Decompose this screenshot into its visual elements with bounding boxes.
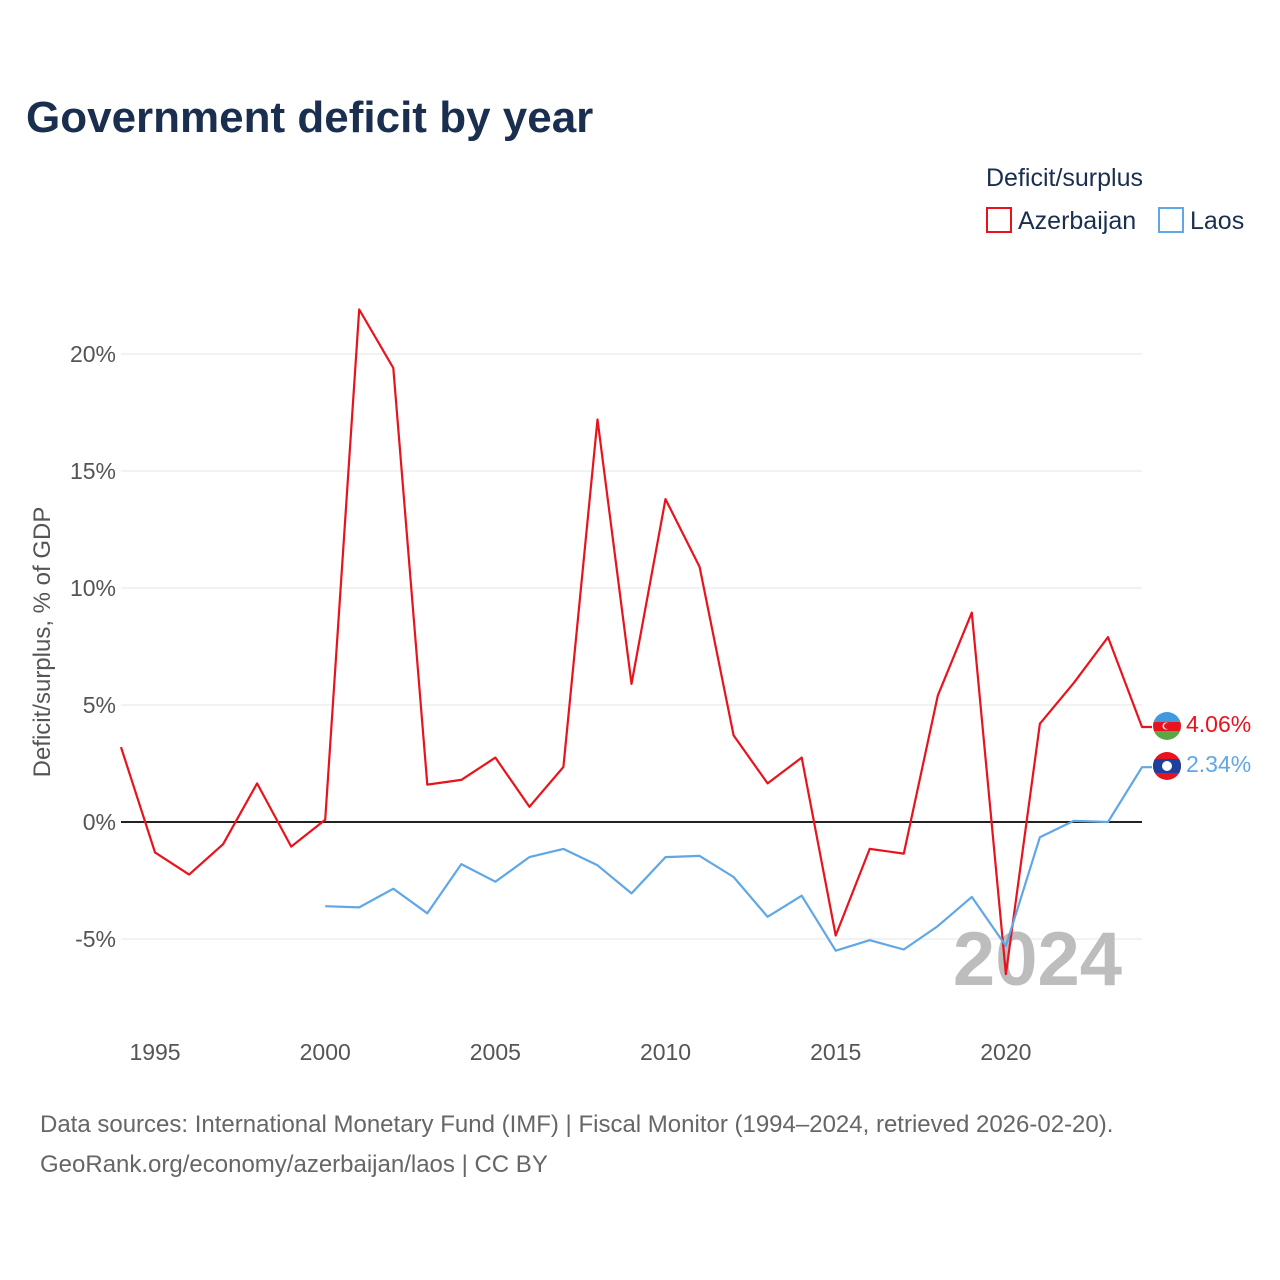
- x-tick-label: 2010: [640, 1039, 691, 1065]
- legend-title: Deficit/surplus: [986, 164, 1143, 192]
- y-tick-label: 15%: [70, 458, 116, 484]
- x-tick-label: 2020: [980, 1039, 1031, 1065]
- legend-swatch-laos: [1158, 207, 1184, 233]
- end-labels: 4.06% 2.34%: [1153, 711, 1251, 780]
- legend: Azerbaijan Laos: [986, 207, 1244, 235]
- x-tick-label: 1995: [129, 1039, 180, 1065]
- y-axis-title: Deficit/surplus, % of GDP: [29, 507, 56, 778]
- legend-swatch-azerbaijan: [986, 207, 1012, 233]
- y-tick-label: 0%: [83, 809, 116, 835]
- footer-credit: GeoRank.org/economy/azerbaijan/laos | CC…: [40, 1151, 548, 1178]
- azerbaijan-flag-icon: [1153, 712, 1181, 740]
- x-tick-label: 2005: [470, 1039, 521, 1065]
- end-label-laos: 2.34%: [1186, 751, 1251, 777]
- y-tick-label: -5%: [75, 926, 116, 952]
- series-line-azerbaijan: [119, 308, 1152, 976]
- chart-title: Government deficit by year: [26, 93, 593, 142]
- x-axis-ticks: 1995 2000 2005 2010 2015 2020: [129, 1039, 1031, 1065]
- x-tick-label: 2000: [300, 1039, 351, 1065]
- y-axis-ticks: 20% 15% 10% 5% 0% -5%: [70, 341, 116, 952]
- y-tick-label: 10%: [70, 575, 116, 601]
- y-tick-label: 5%: [83, 692, 116, 718]
- legend-label-laos: Laos: [1190, 207, 1244, 235]
- grid: [121, 353, 1142, 940]
- footer-sources: Data sources: International Monetary Fun…: [40, 1111, 1113, 1138]
- end-label-azerbaijan: 4.06%: [1186, 711, 1251, 737]
- year-watermark: 2024: [953, 917, 1122, 1002]
- y-tick-label: 20%: [70, 341, 116, 367]
- series-line-laos: [325, 766, 1152, 952]
- laos-flag-icon: [1153, 752, 1181, 780]
- legend-label-azerbaijan: Azerbaijan: [1018, 207, 1136, 235]
- series: [119, 308, 1152, 976]
- x-tick-label: 2015: [810, 1039, 861, 1065]
